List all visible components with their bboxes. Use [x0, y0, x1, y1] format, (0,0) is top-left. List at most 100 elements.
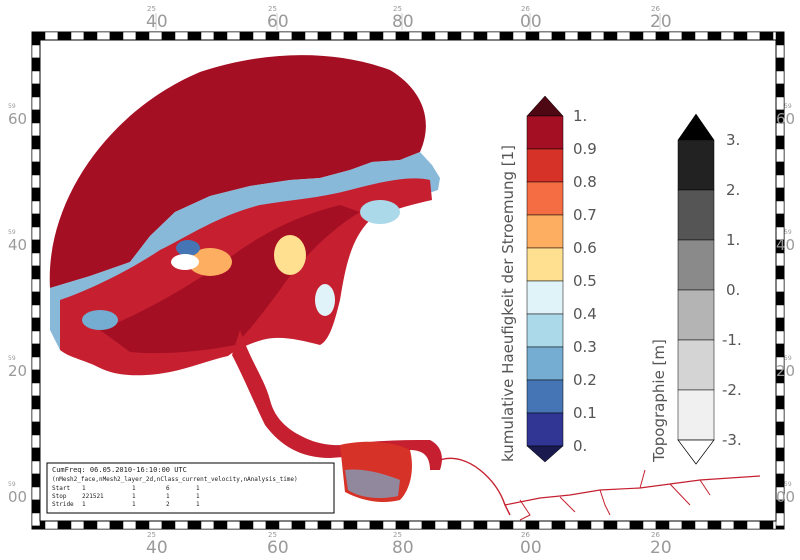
frequency-tick-label: 0.1 — [573, 404, 597, 422]
left-axis-degree-label: 00 — [8, 488, 27, 506]
topography-colorbar-title: Topographie [m] — [650, 339, 668, 463]
left-axis-minute-label: 59 — [8, 355, 16, 362]
frequency-colorbar: kumulative Haeufigkeit der Stroemung [1]… — [499, 95, 597, 463]
info-box: CumFreq: 06.05.2010-16:10:00 UTC (nMesh2… — [46, 462, 335, 514]
right-axis-minute-label: 59 — [784, 103, 792, 110]
frequency-tick-label: 0.7 — [573, 206, 597, 224]
topography-tick-label: 0. — [726, 281, 740, 299]
frequency-under-triangle — [526, 445, 564, 463]
frequency-tick-label: 0.6 — [573, 239, 597, 257]
top-axis-degree-label: 60 — [267, 12, 289, 32]
info-cell: 1 — [196, 501, 200, 508]
info-cell: Stride — [52, 501, 74, 508]
frequency-tick-label: 0.4 — [573, 305, 597, 323]
flat-patch — [188, 248, 232, 276]
bottom-axis-minute-label: 25 — [147, 531, 156, 539]
topography-color-box — [677, 389, 715, 441]
right-axis-degree-label: 00 — [776, 488, 795, 506]
topography-color-box — [677, 339, 715, 391]
topography-tick-label: 2. — [726, 181, 740, 199]
top-axis-degree-label: 00 — [520, 12, 542, 32]
bottom-axis-minute-label: 26 — [521, 531, 530, 539]
frequency-color-box — [526, 313, 564, 348]
topography-colorbar-ticks: 3. 2. 1. 0. -1. -2. -3. — [722, 131, 742, 449]
bottom-axis-degree-label: 00 — [520, 538, 542, 558]
info-cell: 1 — [132, 493, 136, 500]
frequency-color-box — [526, 115, 564, 150]
map-area — [49, 55, 761, 521]
right-axis-degree-label: 60 — [776, 110, 795, 128]
info-cell: 1 — [196, 493, 200, 500]
sea-region — [49, 55, 426, 289]
topography-under-triangle — [677, 439, 715, 465]
river-mouth-flats — [345, 469, 400, 498]
flat-patch — [82, 310, 118, 330]
info-cell: 1 — [166, 493, 170, 500]
right-axis-minute-label: 59 — [784, 229, 792, 236]
frequency-color-box — [526, 412, 564, 447]
river-channel — [232, 330, 442, 470]
info-cell: 1 — [196, 485, 200, 492]
info-cell: 1 — [132, 485, 136, 492]
left-axis-minute-label: 59 — [8, 103, 16, 110]
bottom-axis-minute-label: 26 — [651, 531, 660, 539]
top-axis-degree-label: 80 — [392, 12, 414, 32]
frequency-tick-label: 0.5 — [573, 272, 597, 290]
top-axis-minute-label: 25 — [147, 5, 156, 13]
top-axis-degree-label: 40 — [146, 12, 168, 32]
frequency-color-box — [526, 280, 564, 315]
frequency-color-box — [526, 247, 564, 282]
info-line2: (nMesh2_face,nMesh2_layer_2d,nClass_curr… — [52, 476, 298, 483]
left-axis-degree-label: 20 — [8, 362, 27, 380]
river-line — [439, 457, 511, 516]
topography-tick-label: 3. — [726, 131, 740, 149]
topography-tick-label: -1. — [722, 331, 742, 349]
top-axis-minute-label: 25 — [393, 5, 402, 13]
frequency-tick-label: 1. — [573, 107, 587, 125]
topography-tick-label: -3. — [722, 431, 742, 449]
info-cell: 221521 — [82, 493, 104, 500]
info-cell: 2 — [166, 501, 170, 508]
flat-patch — [315, 284, 335, 316]
info-cell: Stop — [52, 493, 67, 500]
top-axis-minute-label: 26 — [521, 5, 530, 13]
bottom-axis-degree-label: 40 — [146, 538, 168, 558]
bottom-axis-minute-label: 25 — [393, 531, 402, 539]
topography-color-box — [677, 139, 715, 191]
bottom-axis-minute-label: 25 — [268, 531, 277, 539]
coordinate-labels: 2540256025802600262025402560258026002620… — [8, 5, 795, 558]
left-axis-degree-label: 60 — [8, 110, 27, 128]
frequency-color-box — [526, 346, 564, 381]
bottom-axis-degree-label: 20 — [650, 538, 672, 558]
right-axis-degree-label: 40 — [776, 236, 795, 254]
info-cell: Start — [52, 485, 70, 492]
topography-color-box — [677, 239, 715, 291]
frequency-color-box — [526, 148, 564, 183]
top-axis-minute-label: 26 — [651, 5, 660, 13]
bottom-axis-degree-label: 60 — [267, 538, 289, 558]
topography-colorbar: Topographie [m] 3. 2. 1. 0. -1. -2. -3. — [650, 113, 742, 465]
frequency-tick-label: 0. — [573, 437, 587, 455]
info-cell: 6 — [166, 485, 170, 492]
left-axis-minute-label: 59 — [8, 229, 16, 236]
topography-tick-label: 1. — [726, 231, 740, 249]
right-axis-minute-label: 59 — [784, 481, 792, 488]
topography-color-box — [677, 289, 715, 341]
frequency-tick-label: 0.2 — [573, 371, 597, 389]
info-cell: 1 — [82, 485, 86, 492]
frequency-colorbar-title: kumulative Haeufigkeit der Stroemung [1] — [499, 145, 517, 462]
frequency-color-box — [526, 379, 564, 414]
topography-tick-label: -2. — [722, 381, 742, 399]
right-axis-degree-label: 20 — [776, 362, 795, 380]
topography-colorbar-boxes — [677, 113, 715, 465]
river-line — [519, 496, 576, 521]
top-axis-degree-label: 20 — [650, 12, 672, 32]
bottom-axis-degree-label: 80 — [392, 538, 414, 558]
left-axis-degree-label: 40 — [8, 236, 27, 254]
top-axis-minute-label: 25 — [268, 5, 277, 13]
topography-color-box — [677, 189, 715, 241]
flat-patch — [274, 235, 306, 275]
info-cell: 1 — [132, 501, 136, 508]
frequency-tick-label: 0.8 — [573, 173, 597, 191]
